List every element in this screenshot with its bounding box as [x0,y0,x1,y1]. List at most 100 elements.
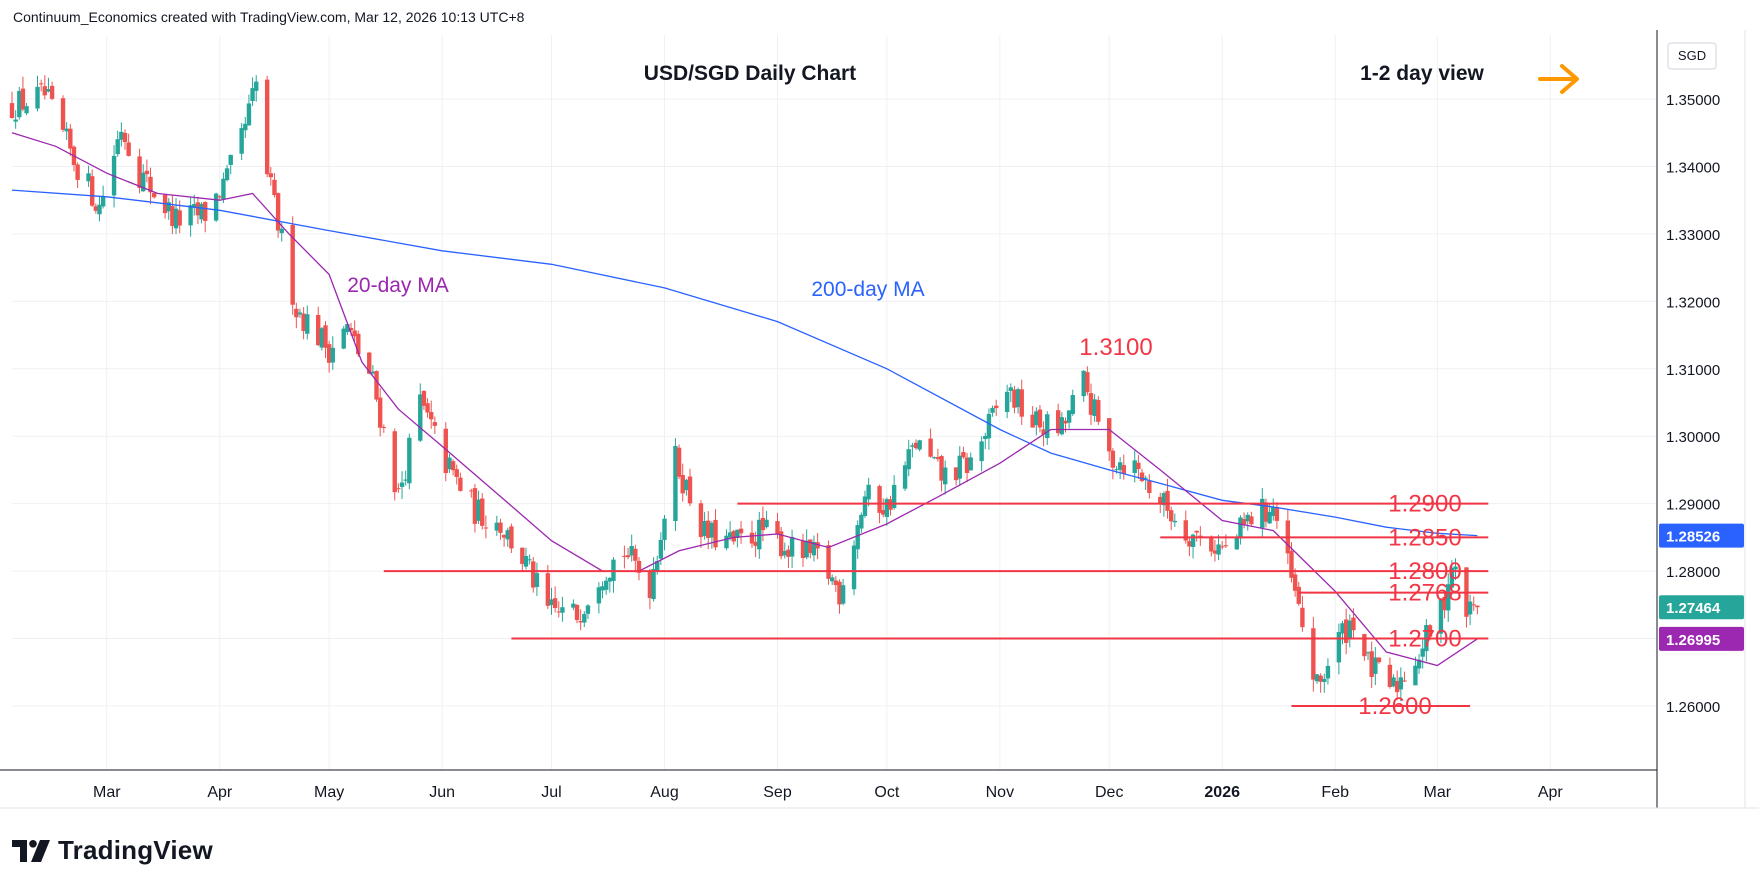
candle-body [979,441,984,462]
candle-body [1271,507,1276,516]
candle-body [942,467,948,485]
candle-body [97,204,102,215]
candle-body [1325,665,1331,679]
y-axis[interactable]: SGD 1.35000 1.34000 1.33000 1.32000 1.31000 1.… [1659,42,1744,716]
candle-body [778,531,784,557]
candle-body [706,520,711,538]
candle-body [647,570,653,599]
candle-body [1012,389,1017,408]
candle-body [571,603,576,608]
candle-body [735,529,740,538]
candle-body [811,541,817,556]
candle-body [268,173,274,178]
candle-body [370,371,376,374]
candle-body [418,394,423,441]
price-badge [1659,626,1744,651]
candle-body [684,479,689,491]
chart-title: USD/SGD Daily Chart [644,62,856,85]
candle-body [1041,429,1046,435]
candle-body [738,528,744,534]
candle-body [469,490,474,492]
candle-body [826,545,831,579]
candle-body [1263,502,1269,522]
candle-body [1416,659,1422,669]
candle-body [1190,534,1196,547]
tradingview-logo[interactable]: TradingView [12,835,213,866]
candle-body [1238,517,1243,539]
candle-body [545,573,551,606]
candle-body [709,522,715,538]
candle-body [534,573,540,587]
candle-body [199,203,204,220]
candle-body [1194,530,1199,533]
candle-body [556,611,561,613]
candle-body [399,482,405,487]
candle-body [151,192,157,198]
candle-body [520,547,525,564]
candle-body [483,527,489,529]
candle-body [749,532,755,544]
candle-body [377,397,383,428]
candle-body [64,128,69,132]
candle-body [961,452,966,458]
candle-body [1274,507,1280,521]
candle-body [356,333,361,355]
candle-body [1139,472,1145,482]
candle-body [1322,678,1327,682]
candle-body [49,85,55,99]
candle-body [46,89,51,92]
candle-body [986,413,992,439]
candle-body [596,587,602,604]
y-tick-label: 1.31000 [1666,362,1720,379]
y-tick-label: 1.35000 [1666,92,1720,109]
author-name: Continuum_Economics [13,9,157,25]
candle-body [141,172,146,192]
candle-body [1158,496,1163,504]
candle-body [1107,418,1112,452]
candle-body [115,139,120,155]
chart-header: Continuum_Economics created with TradingV… [13,9,524,25]
candle-body [1300,607,1305,628]
candle-body [1373,657,1378,674]
y-tick-label: 1.28000 [1666,564,1720,581]
candle-body [1161,493,1167,506]
candle-body [297,312,303,315]
candle-body [881,509,886,515]
candle-body [527,559,532,561]
candle-body [629,546,634,556]
candle-body [1088,393,1094,415]
y-tick-label: 1.34000 [1666,159,1720,176]
candle-body [275,193,281,231]
candle-body [429,412,434,420]
candle-body [1292,574,1298,591]
candle-body [1249,516,1254,525]
candle-body [1121,465,1126,475]
candle-body [1343,619,1349,643]
candle-body [501,534,507,538]
candle-body [884,499,890,517]
candle-body [188,205,193,226]
candle-body [505,530,510,540]
candle-body [633,548,638,561]
candle-body [1336,632,1342,663]
candle-body [1055,410,1061,434]
x-axis[interactable]: Mar Apr May Jun Jul Aug Sep Oct Nov Dec 2026 Feb Mar… [93,784,1563,801]
price-badge [1659,523,1744,548]
high-label: 1.3100 [1079,334,1152,361]
candle-body [1398,677,1404,690]
candle-body [1387,664,1393,687]
candle-body [1413,665,1418,686]
candle-body [246,103,252,126]
candle-body [509,526,514,549]
candle-body [1311,628,1316,680]
candle-body [1008,387,1013,391]
candle-body [1223,545,1229,547]
candle-body [1216,544,1221,555]
x-tick-label: Jun [429,784,455,801]
candle-body [1117,462,1123,470]
candle-body [552,598,558,609]
candle-body [1391,677,1396,687]
candle-body [1245,514,1250,522]
candle-body [990,407,995,413]
